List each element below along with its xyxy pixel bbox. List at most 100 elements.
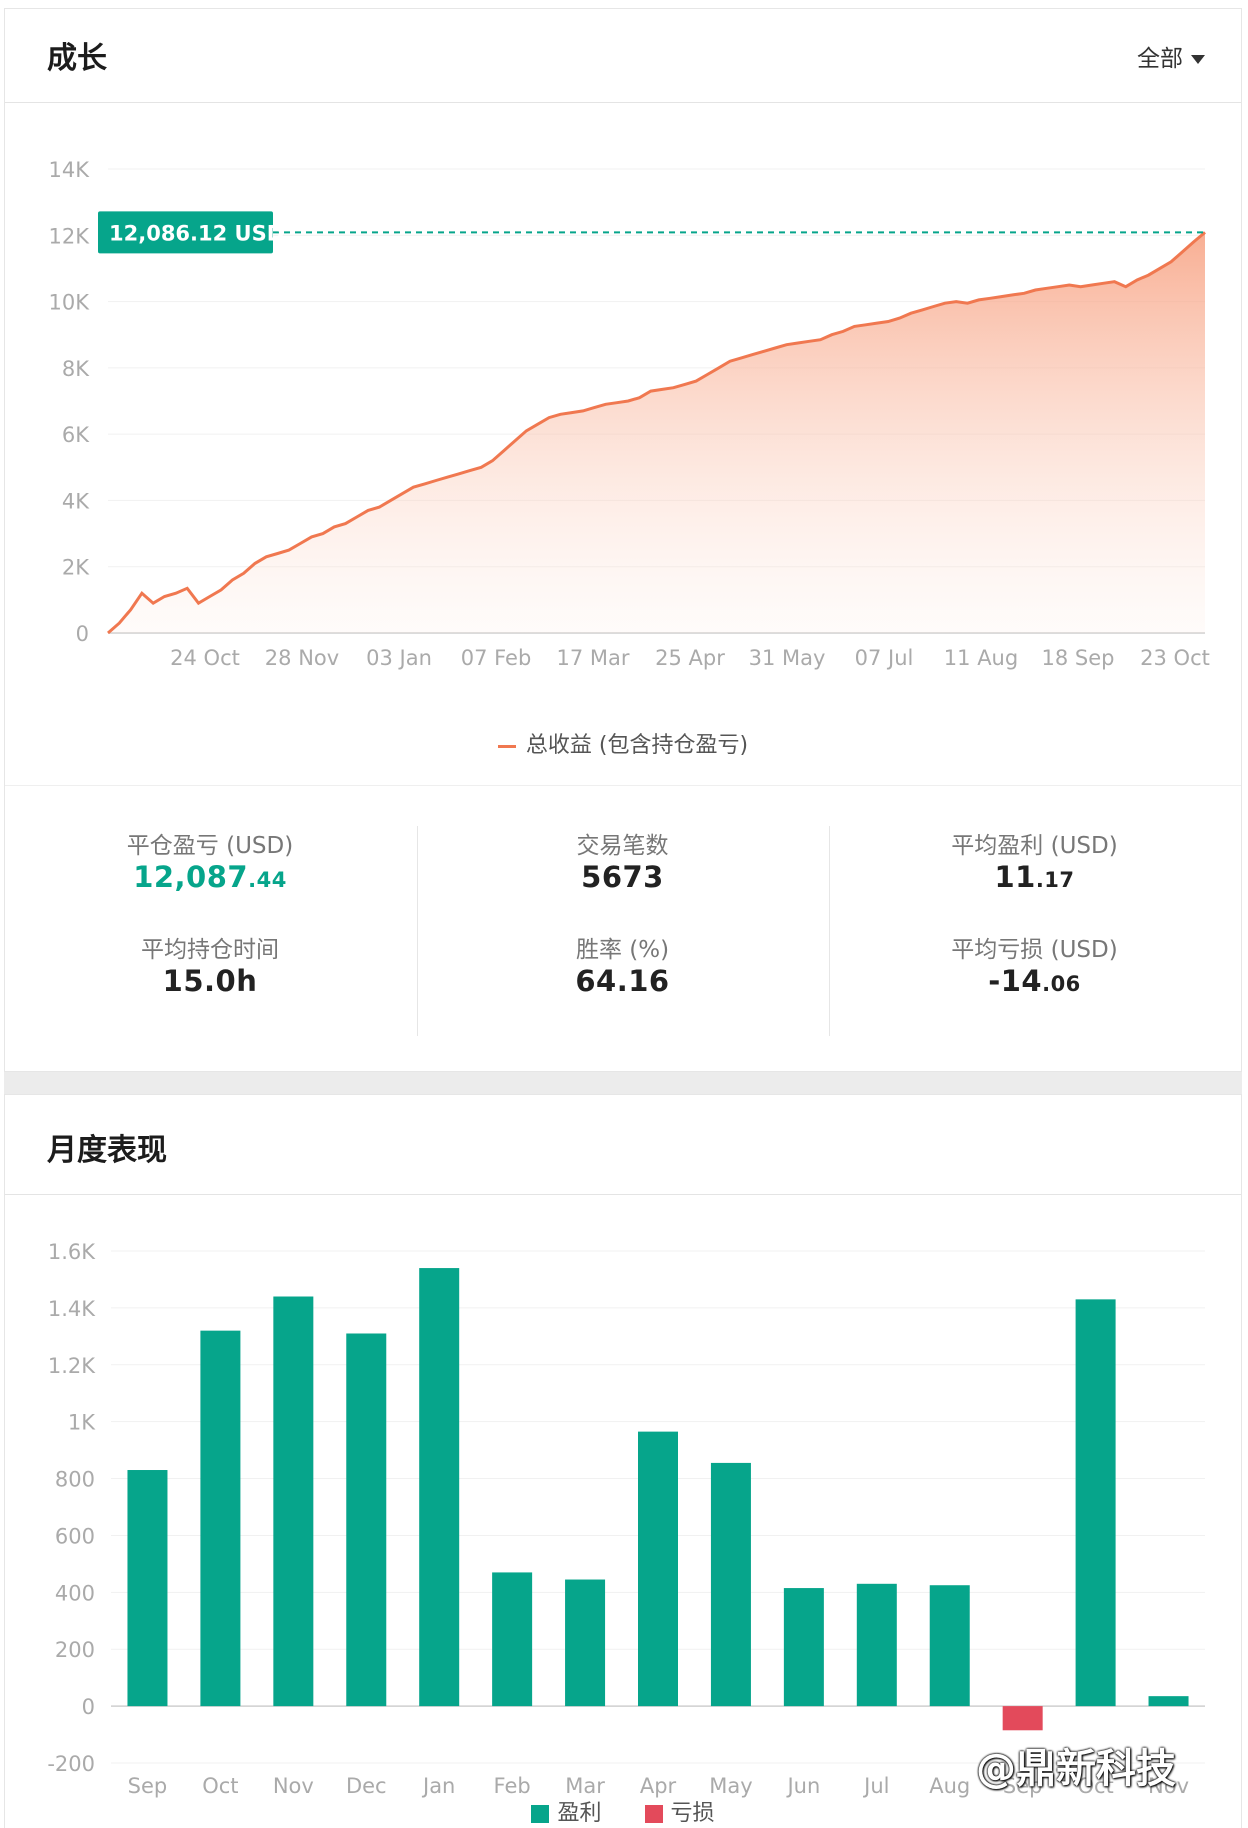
bar-profit [419, 1268, 460, 1707]
section-divider [4, 1072, 1242, 1094]
bar-x-tick: Oct [202, 1774, 238, 1798]
avg-profit-label: 平均盈利 (USD) [951, 833, 1118, 859]
avg-hold-value: 15.0h [162, 964, 258, 998]
bar-profit [492, 1572, 533, 1707]
growth-legend-label: 总收益 (包含持仓盈亏) [525, 733, 749, 758]
growth-panel: 成长 全部 14K 12K 10K 8K 6K 4K 2K 0 24 Oct 28 Nov 03 … [4, 8, 1242, 1072]
bar-x-tick: Sep [128, 1774, 168, 1798]
bar-profit [783, 1588, 824, 1707]
legend-line-icon [497, 744, 516, 748]
growth-x-tick: 23 Oct [1140, 646, 1210, 670]
growth-y-tick: 8K [62, 357, 90, 381]
bar-x-tick: Feb [494, 1774, 531, 1798]
monthly-chart[interactable]: 1.6K 1.4K 1.2K 1K 800 600 400 200 0 -200 Sep Oct No… [5, 1195, 1243, 1828]
growth-legend[interactable]: 总收益 (包含持仓盈亏) [5, 727, 1241, 759]
bar-y-tick: 600 [55, 1524, 95, 1548]
avg-loss-label: 平均亏损 (USD) [951, 937, 1118, 963]
tooltip-text: 12,086.12 USD [109, 221, 284, 245]
bar-x-tick: Mar [565, 1774, 605, 1798]
profit-swatch [531, 1805, 550, 1823]
growth-y-tick: 14K [49, 158, 91, 182]
bar-profit [346, 1333, 387, 1707]
growth-x-tick: 31 May [749, 646, 826, 670]
bar-x-tick: Apr [640, 1774, 677, 1798]
bar-profit [127, 1470, 168, 1707]
trades-label: 交易笔数 [576, 833, 669, 859]
bar-profit [200, 1330, 241, 1707]
bar-loss [1002, 1706, 1043, 1731]
bar-y-tick: 1.2K [48, 1354, 96, 1378]
growth-chart[interactable]: 14K 12K 10K 8K 6K 4K 2K 0 24 Oct 28 Nov 03 Jan 07 … [5, 103, 1243, 803]
bar-y-tick: -200 [47, 1752, 95, 1776]
growth-y-tick: 4K [62, 489, 90, 513]
bar-y-tick: 400 [55, 1581, 95, 1605]
win-rate-value: 64.16 [575, 964, 670, 998]
growth-x-tick: 24 Oct [170, 646, 240, 670]
growth-line [107, 231, 1206, 635]
bar-x-tick: Jan [421, 1774, 455, 1798]
bar-y-tick: 1.4K [48, 1297, 96, 1321]
bar-y-tick: 800 [55, 1468, 95, 1492]
caret-down-icon [1191, 55, 1205, 64]
monthly-title: 月度表现 [47, 1133, 167, 1168]
loss-swatch [644, 1805, 663, 1823]
bar-x-tick: May [709, 1774, 752, 1798]
trades-value: 5673 [581, 860, 664, 894]
stats-column-1: 平仓盈亏 (USD) 12,087.44 平均持仓时间 15.0h [5, 826, 415, 1036]
stats-column-3: 平均盈利 (USD) 11.17 平均亏损 (USD) -14.06 [829, 826, 1239, 1036]
watermark: @鼎新科技 [976, 1746, 1176, 1792]
bar-profit [638, 1431, 678, 1707]
growth-x-tick: 17 Mar [556, 646, 629, 670]
legend-loss[interactable]: 亏损 [644, 1795, 715, 1827]
bar-x-tick: Nov [1148, 1774, 1189, 1798]
growth-y-tick: 10K [49, 291, 91, 315]
monthly-header: 月度表现 [5, 1095, 1241, 1195]
win-rate-label: 胜率 (%) [575, 937, 670, 963]
bar-profit [710, 1462, 751, 1707]
monthly-panel: 月度表现 1.6K 1.4K 1.2K 1K 800 600 400 200 0 -200 Sep… [4, 1094, 1242, 1828]
growth-x-tick: 18 Sep [1042, 646, 1115, 670]
growth-title: 成长 [47, 41, 107, 76]
stats-grid: 平仓盈亏 (USD) 12,087.44 平均持仓时间 15.0h 交易笔数 5… [5, 785, 1241, 1043]
bar-y-tick: 1K [68, 1411, 96, 1435]
growth-y-tick: 12K [49, 224, 91, 248]
bar-x-tick: Dec [346, 1774, 387, 1798]
bar-x-tick: Jun [785, 1774, 820, 1798]
growth-x-tick: 11 Aug [944, 646, 1018, 670]
bar-profit [929, 1585, 970, 1707]
growth-y-tick: 6K [62, 423, 90, 447]
legend-profit[interactable]: 盈利 [531, 1795, 602, 1827]
growth-x-tick: 07 Jul [855, 646, 914, 670]
growth-x-tick: 25 Apr [655, 646, 725, 670]
bar-x-tick: Aug [929, 1774, 970, 1798]
bar-y-tick: 1.6K [48, 1240, 96, 1264]
bar-x-tick: Oct [1077, 1774, 1113, 1798]
bar-y-tick: 0 [82, 1695, 95, 1719]
monthly-legend: 盈利 亏损 [5, 1795, 1241, 1827]
bar-profit [856, 1583, 897, 1707]
bar-x-tick: Nov [273, 1774, 314, 1798]
growth-y-tick: 2K [62, 556, 90, 580]
range-dropdown[interactable]: 全部 [1137, 39, 1205, 73]
growth-x-tick: 07 Feb [461, 646, 532, 670]
bar-x-tick: Sep [1003, 1774, 1043, 1798]
growth-x-tick: 28 Nov [265, 646, 339, 670]
avg-hold-label: 平均持仓时间 [141, 937, 279, 963]
bar-x-tick: Jul [862, 1774, 889, 1798]
bar-profit [273, 1296, 314, 1707]
bar-y-tick: 200 [55, 1638, 95, 1662]
growth-x-tick: 03 Jan [366, 646, 432, 670]
avg-profit-value: 11.17 [994, 860, 1075, 894]
bar-profit [1148, 1696, 1189, 1707]
growth-area [108, 232, 1205, 633]
stats-column-2: 交易笔数 5673 胜率 (%) 64.16 [417, 826, 827, 1036]
bar-profit [1075, 1299, 1116, 1707]
closed-pnl-label: 平仓盈亏 (USD) [126, 833, 294, 859]
growth-header: 成长 全部 [5, 9, 1241, 103]
closed-pnl-value: 12,087.44 [133, 860, 287, 894]
bar-profit [565, 1579, 606, 1707]
growth-y-tick: 0 [76, 622, 89, 646]
avg-loss-value: -14.06 [988, 964, 1081, 998]
tooltip-box [98, 211, 273, 254]
range-dropdown-label: 全部 [1137, 46, 1183, 72]
